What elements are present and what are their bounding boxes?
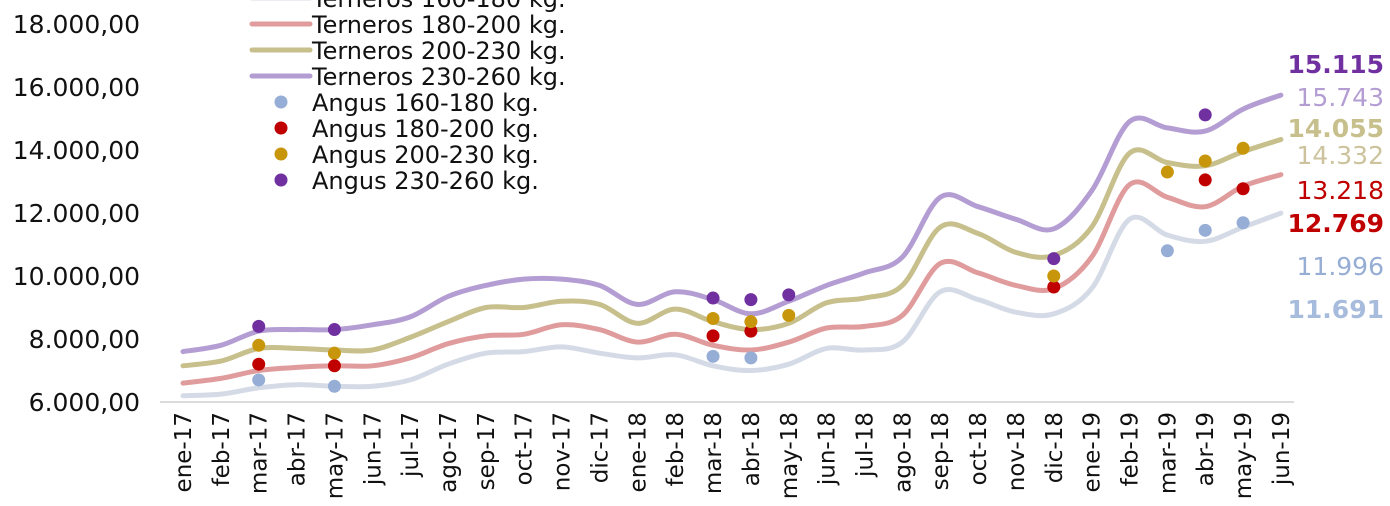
legend-label: Angus 160-180 kg. (312, 89, 539, 117)
data-point-series-6 (327, 359, 341, 373)
end-value-label: 14.332 (1297, 141, 1384, 170)
x-tick-label: jun-18 (815, 412, 841, 486)
x-tick-label: mar-19 (1155, 412, 1181, 494)
data-point-series-7 (706, 312, 720, 326)
data-point-series-7 (252, 338, 266, 352)
data-point-series-8 (782, 288, 796, 302)
series-lines (180, 92, 1284, 399)
end-value-label: 11.691 (1288, 295, 1384, 324)
x-tick-label: dic-18 (1042, 412, 1068, 483)
series-line-1 (180, 210, 1284, 399)
legend-label: Angus 200-230 kg. (312, 141, 539, 169)
y-tick-label: 6.000,00 (29, 388, 140, 417)
data-point-series-8 (252, 319, 266, 333)
data-point-series-7 (1198, 154, 1212, 168)
data-point-series-5 (327, 379, 341, 393)
x-axis: ene-17 feb-17 mar-17 abr-17 may-17 jun-17 jul-… (160, 401, 1295, 499)
x-tick-label: oct-18 (966, 412, 992, 485)
end-value-label: 15.115 (1288, 50, 1384, 79)
data-point-series-8 (1047, 252, 1061, 266)
data-point-series-7 (327, 346, 341, 360)
data-point-series-5 (706, 349, 720, 363)
data-point-series-8 (327, 323, 341, 337)
y-tick-label: 12.000,00 (13, 199, 140, 228)
legend: Terneros 160-180 kg.Terneros 180-200 kg.… (249, 0, 566, 195)
x-tick-label: ago-18 (890, 412, 916, 493)
series-line-2 (180, 172, 1284, 386)
y-tick-label: 14.000,00 (13, 136, 140, 165)
data-point-series-6 (252, 357, 266, 371)
x-tick-label: may-17 (322, 412, 348, 499)
data-point-series-5 (1198, 223, 1212, 237)
data-point-series-5 (744, 351, 758, 365)
data-point-series-5 (252, 373, 266, 387)
series-points (252, 108, 1250, 393)
x-tick-label: ene-19 (1080, 412, 1106, 492)
data-point-series-7 (744, 315, 758, 329)
end-value-label: 13.218 (1297, 176, 1384, 205)
data-point-series-6 (706, 329, 720, 343)
y-tick-label: 10.000,00 (13, 262, 140, 291)
x-tick-label: ago-17 (436, 412, 462, 493)
legend-label: Terneros 180-200 kg. (311, 11, 566, 39)
x-tick-label: feb-19 (1118, 412, 1144, 486)
data-point-series-6 (744, 324, 758, 338)
legend-label: Angus 180-200 kg. (312, 115, 539, 143)
series-line-4 (180, 92, 1284, 355)
y-tick-label: 8.000,00 (29, 325, 140, 354)
x-tick-label: sep-17 (474, 412, 500, 490)
data-point-series-6 (1236, 182, 1250, 196)
x-tick-label: mar-17 (247, 412, 273, 494)
legend-point-swatch (274, 173, 288, 187)
data-point-series-7 (1160, 165, 1174, 179)
x-tick-label: abr-17 (285, 412, 311, 486)
x-tick-label: oct-17 (512, 412, 538, 485)
legend-point-swatch (274, 147, 288, 161)
data-point-series-7 (782, 308, 796, 322)
x-tick-label: jun-19 (1269, 412, 1295, 486)
y-tick-label: 16.000,00 (13, 73, 140, 102)
data-point-series-7 (1047, 269, 1061, 283)
end-value-label: 12.769 (1288, 209, 1384, 238)
data-point-series-6 (1198, 173, 1212, 187)
x-tick-label: dic-17 (587, 412, 613, 483)
legend-point-swatch (274, 121, 288, 135)
data-point-series-8 (706, 291, 720, 305)
x-tick-label: nov-17 (550, 412, 576, 491)
x-tick-label: sep-18 (928, 412, 954, 490)
end-value-label: 11.996 (1297, 252, 1384, 281)
y-tick-label: 18.000,00 (13, 10, 140, 39)
x-tick-label: abr-18 (739, 412, 765, 486)
x-tick-label: jul-18 (852, 412, 878, 478)
data-point-series-6 (1047, 280, 1061, 294)
legend-point-swatch (274, 95, 288, 109)
data-point-series-5 (1160, 244, 1174, 258)
x-tick-label: may-18 (777, 412, 803, 499)
legend-label: Terneros 160-180 kg. (311, 0, 566, 13)
y-axis: 6.000,00 8.000,00 10.000,00 12.000,00 14.000… (13, 10, 140, 417)
x-tick-label: ene-18 (625, 412, 651, 492)
x-tick-label: jul-17 (398, 412, 424, 478)
data-point-series-7 (1236, 141, 1250, 155)
end-value-label: 15.743 (1297, 83, 1384, 112)
x-tick-label: ene-17 (171, 412, 197, 492)
legend-label: Angus 230-260 kg. (312, 167, 539, 195)
series-line-3 (180, 137, 1284, 369)
data-point-series-8 (744, 293, 758, 307)
data-point-series-8 (1198, 108, 1212, 122)
x-tick-label: may-19 (1231, 412, 1257, 499)
legend-label: Terneros 230-260 kg. (311, 63, 566, 91)
x-tick-label: mar-18 (701, 412, 727, 494)
end-value-label: 14.055 (1288, 114, 1384, 143)
x-tick-label: feb-18 (663, 412, 689, 486)
x-tick-label: nov-18 (1004, 412, 1030, 491)
data-point-series-5 (1236, 216, 1250, 230)
x-tick-label: feb-17 (209, 412, 235, 486)
x-tick-label: jun-17 (360, 412, 386, 486)
legend-label: Terneros 200-230 kg. (311, 37, 566, 65)
x-tick-label: abr-19 (1193, 412, 1219, 486)
